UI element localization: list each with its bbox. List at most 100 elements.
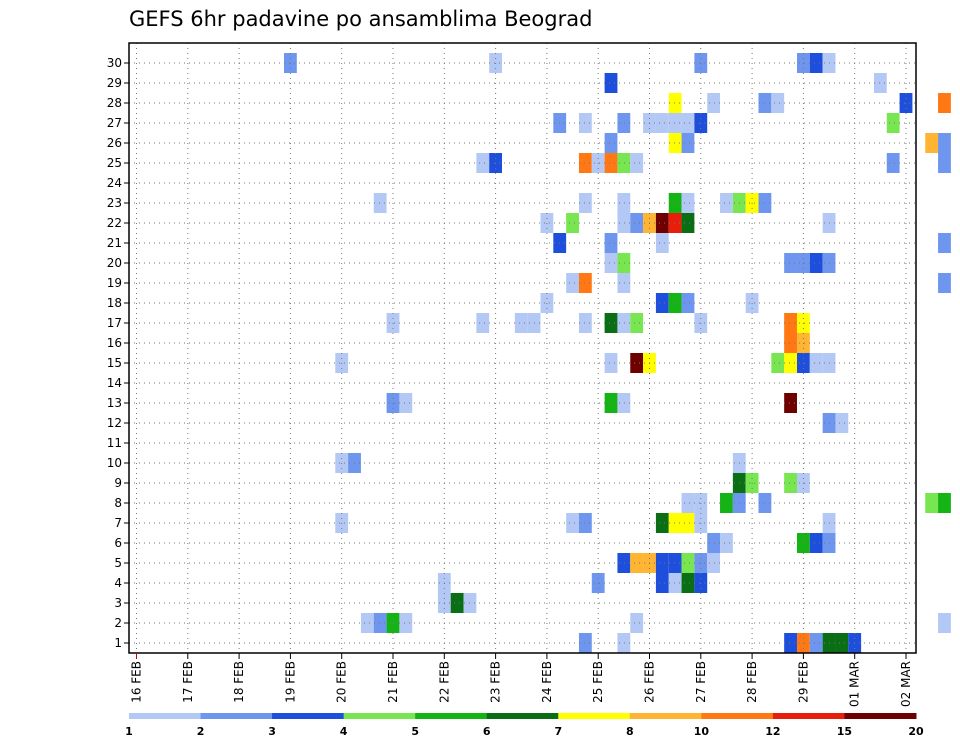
precip-cell: [720, 193, 733, 213]
x-tick-label: 01 MAR: [848, 661, 862, 707]
precip-cell: [681, 213, 695, 233]
colorbar-label: 1: [125, 725, 133, 738]
x-tick-label: 25 FEB: [591, 661, 605, 703]
y-tick-label: 9: [114, 476, 122, 490]
y-tick-label: 18: [107, 296, 122, 310]
y-tick-label: 26: [107, 136, 122, 150]
precip-cell: [784, 333, 797, 353]
precip-cell: [938, 233, 951, 253]
precip-cell: [617, 113, 631, 133]
precip-cell: [938, 273, 951, 293]
colorbar-swatch: [629, 713, 702, 719]
x-tick-label: 19 FEB: [283, 661, 297, 703]
precip-cell: [784, 633, 797, 653]
y-tick-label: 22: [107, 216, 122, 230]
precip-cell: [668, 513, 682, 533]
precip-cell: [681, 113, 695, 133]
colorbar-label: 7: [554, 725, 562, 738]
precip-cell: [604, 353, 618, 373]
x-tick-label: 26 FEB: [643, 661, 657, 703]
precip-cell: [668, 553, 682, 573]
precip-cell: [655, 513, 669, 533]
x-tick-label: 02 MAR: [899, 661, 913, 707]
y-tick-label: 17: [107, 316, 122, 330]
colorbar-label: 4: [340, 725, 348, 738]
precip-cell: [668, 213, 682, 233]
x-tick-label: 21 FEB: [386, 661, 400, 703]
precip-cell: [668, 293, 682, 313]
precip-cell: [617, 313, 631, 333]
precip-cell: [373, 613, 387, 633]
precip-cell: [784, 253, 797, 273]
x-tick-label: 23 FEB: [489, 661, 503, 703]
colorbar-swatch: [272, 713, 345, 719]
precip-cell: [707, 93, 721, 113]
precip-cell: [681, 553, 695, 573]
precip-cell: [476, 153, 490, 173]
cells-layer: [283, 53, 951, 653]
precip-cell: [399, 393, 413, 413]
y-tick-label: 1: [114, 636, 122, 650]
precip-cell: [578, 113, 592, 133]
y-tick-label: 27: [107, 116, 122, 130]
y-tick-label: 23: [107, 196, 122, 210]
precip-cell: [630, 313, 644, 333]
precip-cell: [514, 313, 528, 333]
precip-cell: [630, 553, 644, 573]
y-tick-label: 5: [114, 556, 122, 570]
colorbar-swatch: [415, 713, 488, 719]
precip-cell: [617, 153, 631, 173]
precip-cell: [809, 633, 823, 653]
y-tick-label: 21: [107, 236, 122, 250]
precip-cell: [566, 273, 579, 293]
grid-layer: [129, 43, 916, 653]
y-tick-label: 19: [107, 276, 122, 290]
precip-cell: [809, 353, 823, 373]
precip-cell: [655, 573, 669, 593]
precip-cell: [604, 73, 618, 93]
colorbar-label: 15: [837, 725, 852, 738]
precip-cell: [681, 293, 695, 313]
precip-cell: [578, 633, 592, 653]
colorbar-label: 20: [908, 725, 924, 738]
y-tick-label: 10: [107, 456, 122, 470]
colorbar-swatch: [486, 713, 559, 719]
x-tick-label: 17 FEB: [181, 661, 195, 703]
colorbar-swatch: [701, 713, 774, 719]
precip-cell: [578, 313, 592, 333]
precip-cell: [668, 193, 682, 213]
precip-cell: [668, 113, 682, 133]
precip-cell: [655, 233, 669, 253]
precip-cell: [668, 133, 682, 153]
precip-cell: [784, 313, 797, 333]
precip-cell: [604, 133, 618, 153]
x-tick-label: 18 FEB: [232, 661, 246, 703]
precip-cell: [784, 473, 797, 493]
colorbar-label: 2: [197, 725, 205, 738]
precip-cell: [604, 253, 618, 273]
precip-cell: [835, 633, 849, 653]
precip-cell: [681, 193, 695, 213]
y-tick-label: 2: [114, 616, 122, 630]
chart-title: GEFS 6hr padavine po ansamblima Beograd: [129, 7, 592, 31]
precip-cell: [373, 193, 387, 213]
precip-cell: [578, 273, 592, 293]
y-tick-label: 11: [107, 436, 122, 450]
precip-cell: [938, 93, 951, 113]
precip-cell: [720, 493, 733, 513]
y-tick-label: 25: [107, 156, 122, 170]
precip-cell: [925, 493, 939, 513]
y-tick-label: 29: [107, 76, 122, 90]
precip-cell: [707, 533, 721, 553]
precip-cell: [835, 413, 849, 433]
precip-cell: [681, 493, 695, 513]
precip-cell: [938, 493, 951, 513]
y-tick-label: 4: [114, 576, 122, 590]
colorbar-label: 5: [411, 725, 419, 738]
x-axis: 16 FEB 17 FEB 18 FEB 19 FEB 20 FEB 21 FEB 22 F…: [130, 653, 913, 707]
precip-cell: [938, 133, 951, 153]
plot-frame: [128, 42, 917, 654]
precip-cell: [784, 353, 797, 373]
colorbar-swatch: [343, 713, 416, 719]
